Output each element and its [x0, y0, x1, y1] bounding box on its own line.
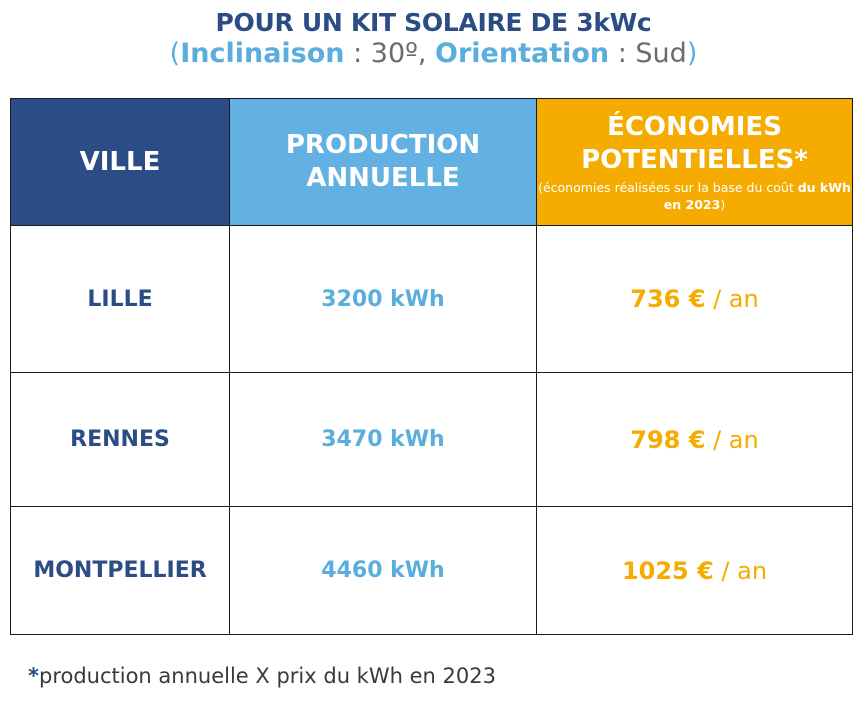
savings-cell: 798 € / an [536, 372, 853, 507]
header-production-line2: ANNUELLE [306, 163, 460, 193]
savings-amount: 736 € [630, 285, 706, 313]
solar-savings-table: VILLE PRODUCTION ANNUELLE ÉCONOMIES POTE… [10, 98, 853, 635]
header-economies-line1: ÉCONOMIES [607, 112, 782, 142]
footnote-star: * [28, 664, 39, 688]
production-cell: 4460 kWh [229, 506, 537, 635]
savings-cell: 1025 € / an [536, 506, 853, 635]
footnote-text: production annuelle X prix du kWh en 202… [38, 664, 496, 688]
savings-amount: 1025 € [621, 556, 714, 585]
city-cell: LILLE [10, 225, 230, 373]
header-economies-line2: POTENTIELLES* [581, 145, 808, 175]
savings-unit: / an [705, 285, 759, 313]
header-ville: VILLE [10, 98, 230, 226]
subtitle-open-paren: ( [169, 38, 181, 69]
inclinaison-value: : 30º, [344, 38, 436, 69]
footnote: *production annuelle X prix du kWh en 20… [28, 664, 496, 688]
orientation-label: Orientation [435, 38, 610, 69]
page-title: POUR UN KIT SOLAIRE DE 3kWc [215, 8, 652, 37]
table-header-row: VILLE PRODUCTION ANNUELLE ÉCONOMIES POTE… [10, 98, 853, 226]
production-cell: 3200 kWh [229, 225, 537, 373]
table-row: RENNES 3470 kWh 798 € / an [10, 372, 853, 507]
production-cell: 3470 kWh [229, 372, 537, 507]
savings-unit: / an [705, 425, 759, 454]
city-cell: MONTPELLIER [10, 506, 230, 635]
savings-cell: 736 € / an [536, 225, 853, 373]
savings-unit: / an [713, 556, 768, 585]
header-economies: ÉCONOMIES POTENTIELLES* (économies réali… [536, 98, 853, 226]
city-cell: RENNES [10, 372, 230, 507]
note-part2: ) [720, 197, 726, 212]
table-row: MONTPELLIER 4460 kWh 1025 € / an [10, 506, 853, 635]
savings-amount: 798 € [630, 425, 706, 454]
header-production: PRODUCTION ANNUELLE [229, 98, 537, 226]
page-subtitle: (Inclinaison : 30º, Orientation : Sud) [0, 38, 867, 69]
table-row: LILLE 3200 kWh 736 € / an [10, 225, 853, 373]
subtitle-close-paren: ) [686, 38, 698, 69]
inclinaison-label: Inclinaison [180, 38, 345, 69]
note-part1: (économies réalisées sur la base du coût [538, 180, 798, 195]
orientation-value: : Sud [609, 38, 687, 69]
header-economies-note: (économies réalisées sur la base du coût… [537, 179, 852, 213]
header-production-line1: PRODUCTION [285, 130, 481, 160]
note-bold: du kWh en 2023 [663, 180, 851, 212]
